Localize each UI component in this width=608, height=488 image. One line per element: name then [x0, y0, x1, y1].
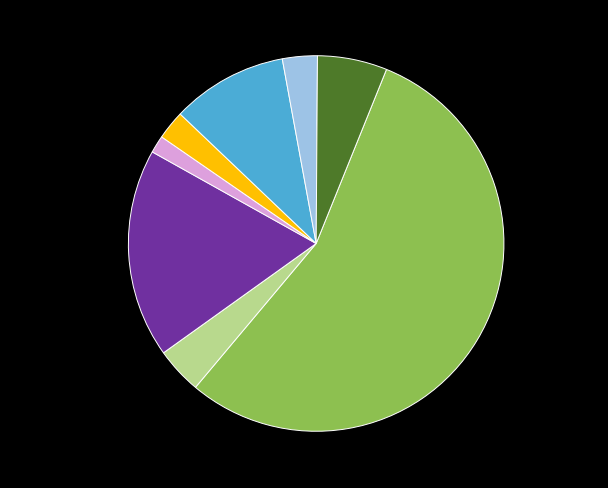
Wedge shape — [282, 57, 317, 244]
Wedge shape — [316, 57, 387, 244]
Wedge shape — [164, 244, 316, 387]
Wedge shape — [162, 115, 316, 244]
Wedge shape — [152, 138, 316, 244]
Wedge shape — [195, 70, 504, 431]
Wedge shape — [128, 153, 316, 353]
Wedge shape — [180, 60, 316, 244]
